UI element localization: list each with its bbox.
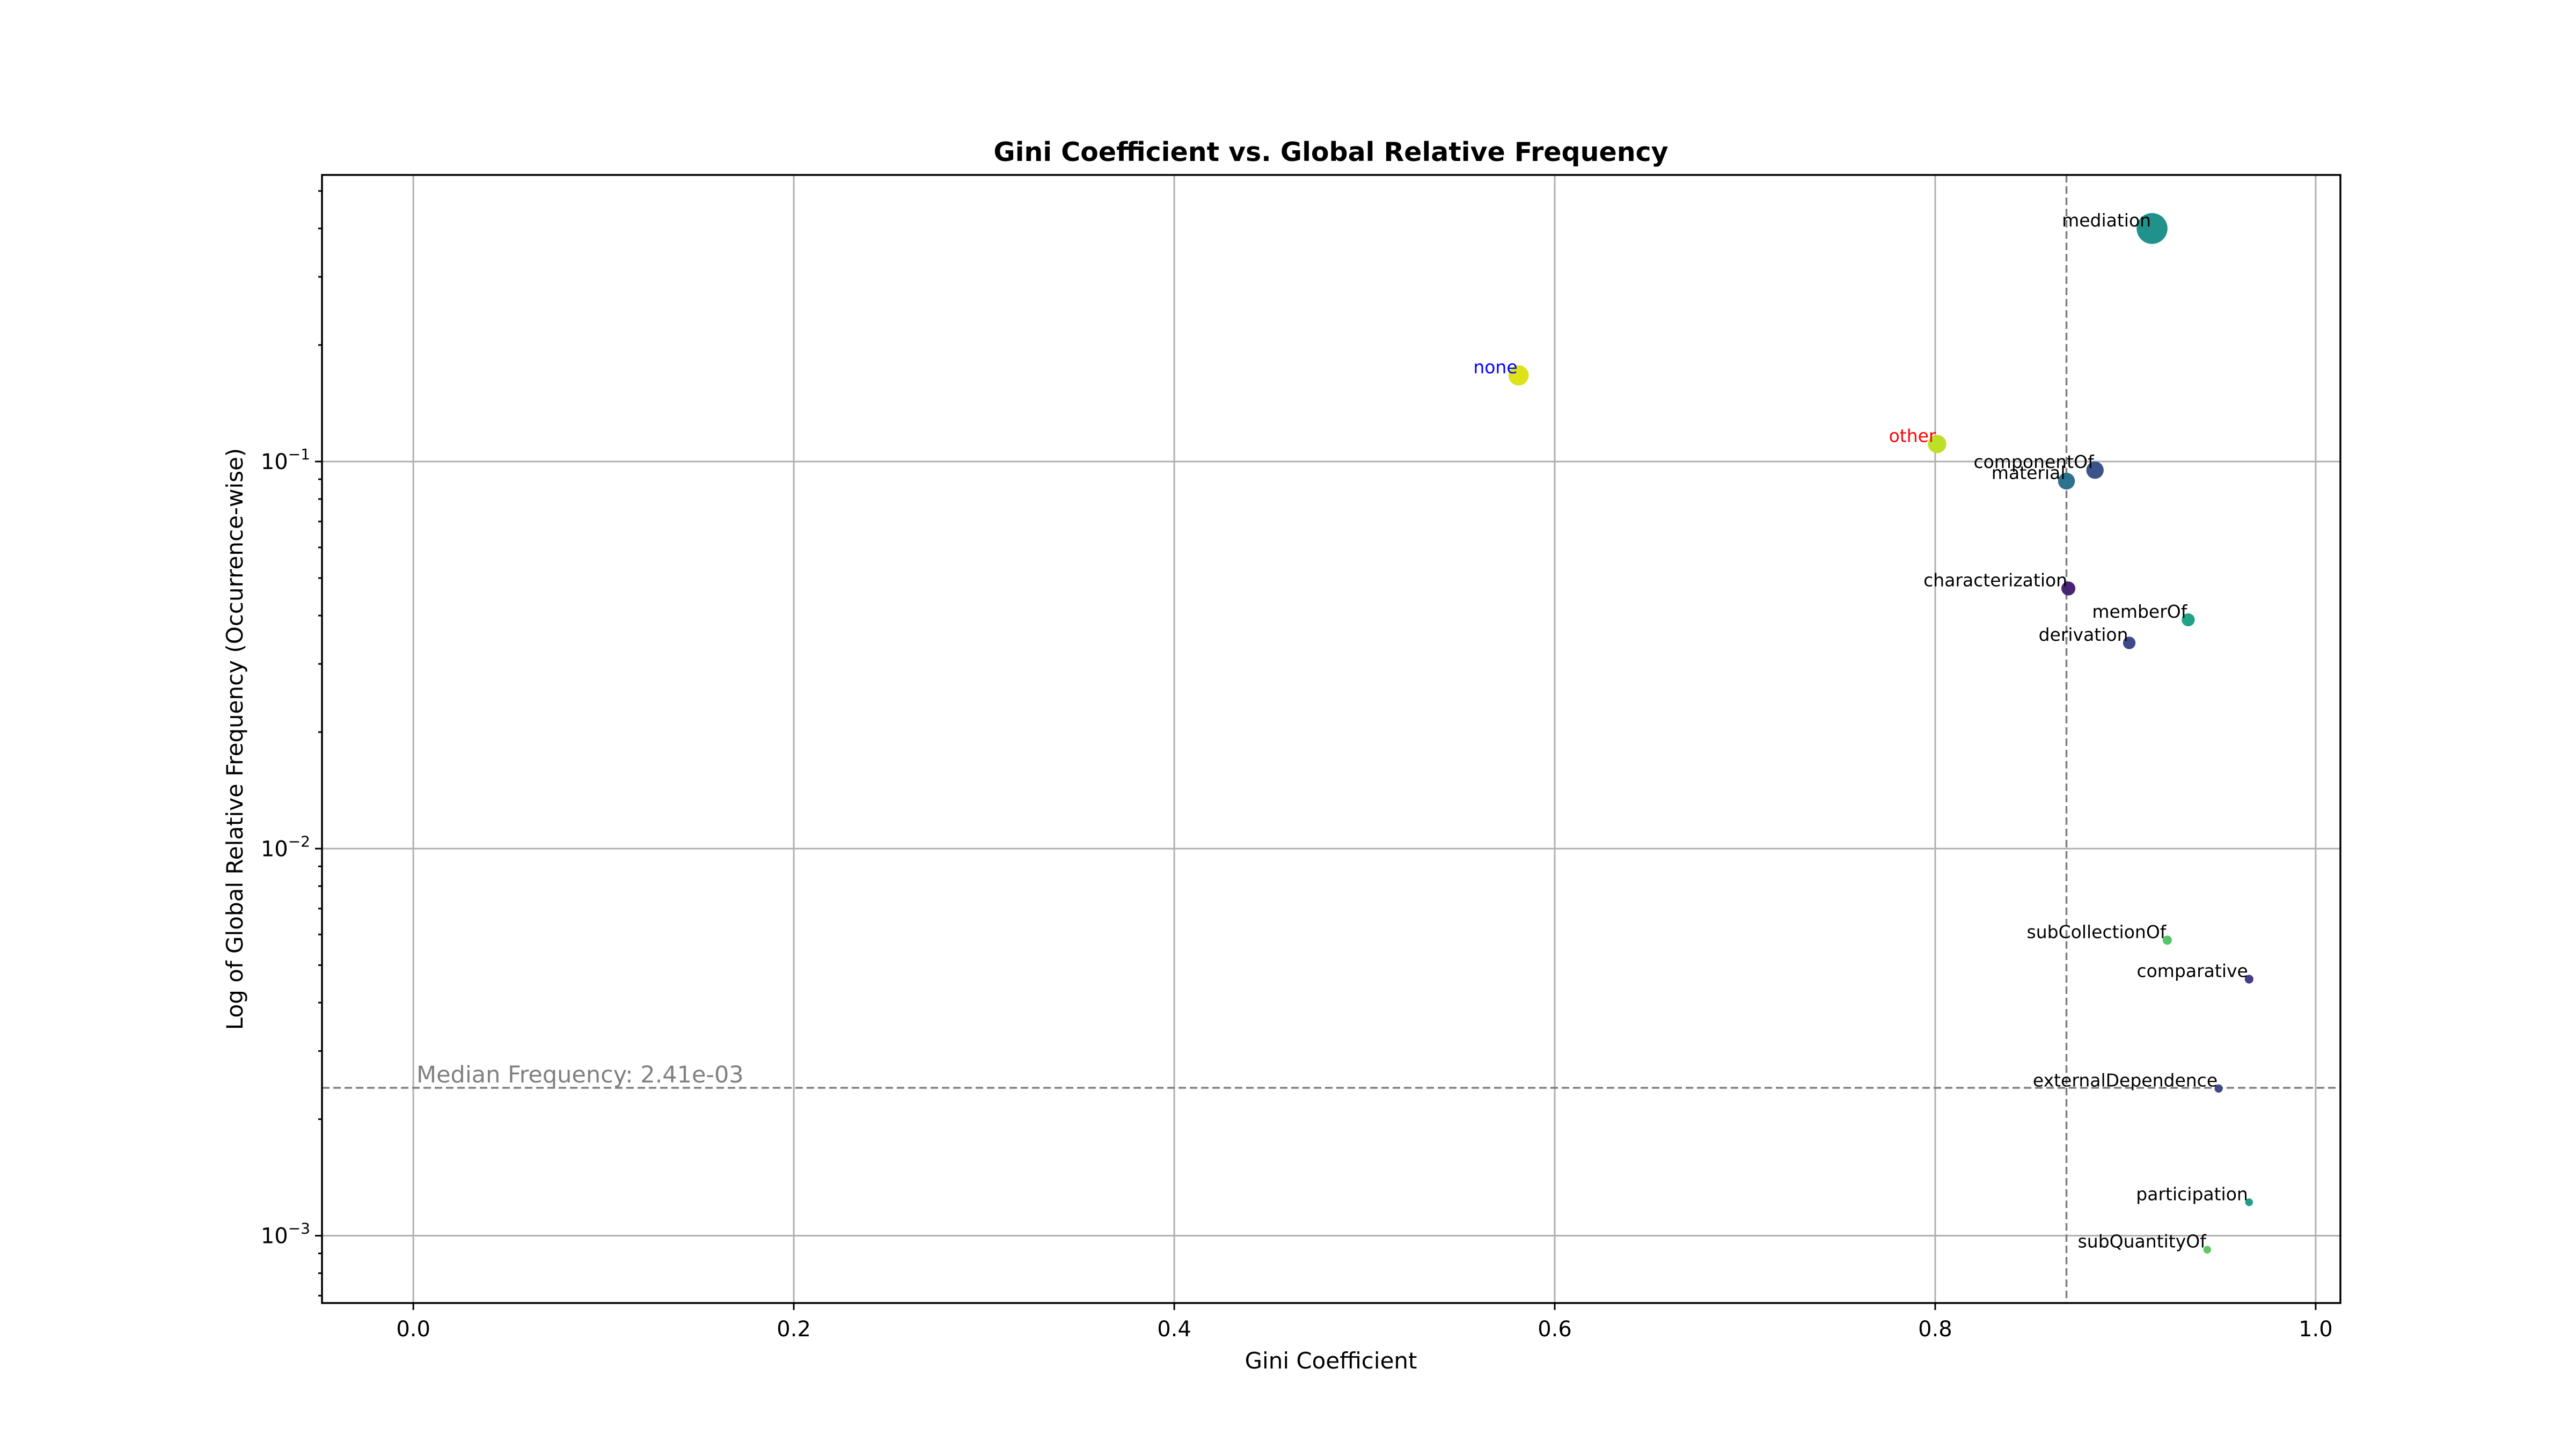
point-comparative [2244, 975, 2253, 984]
grid-lines [322, 175, 2340, 1303]
point-label-none: none [1473, 356, 1517, 377]
point-derivation [2123, 636, 2136, 649]
point-material [2058, 472, 2075, 490]
plot-frame [321, 174, 2341, 1304]
point-externalDependence [2214, 1084, 2223, 1093]
point-subCollectionOf [2162, 935, 2172, 945]
point-participation [2245, 1198, 2253, 1206]
x-tick-label: 0.4 [1157, 1317, 1191, 1342]
point-mediation [2136, 213, 2168, 244]
x-tick-label: 0.8 [1918, 1317, 1952, 1342]
point-label-subQuantityOf: subQuantityOf [2078, 1231, 2207, 1252]
median-frequency-label: Median Frequency: 2.41e-03 [416, 1062, 744, 1088]
y-tick-label: 10−3 [261, 1220, 310, 1249]
point-none [1508, 365, 1529, 386]
chart-title: Gini Coefficient vs. Global Relative Fre… [993, 137, 1668, 167]
point-other [1928, 435, 1946, 453]
y-tick-label: 10−1 [261, 445, 310, 474]
x-tick-label: 0.6 [1538, 1317, 1572, 1342]
point-label-comparative: comparative [2136, 961, 2248, 982]
point-label-externalDependence: externalDependence [2033, 1070, 2218, 1091]
point-componentOf [2086, 461, 2104, 479]
point-label-memberOf: memberOf [2092, 601, 2187, 622]
x-tick-label: 1.0 [2299, 1317, 2333, 1342]
point-label-componentOf: componentOf [1973, 451, 2095, 472]
point-characterization [2061, 581, 2076, 596]
y-axis-label: Log of Global Relative Frequency (Occurr… [222, 448, 248, 1030]
point-label-other: other [1889, 425, 1936, 446]
point-label-material: material [1992, 463, 2066, 484]
point-label-subCollectionOf: subCollectionOf [2027, 921, 2167, 942]
point-memberOf [2182, 613, 2195, 627]
axis-ticks: 0.0 0.2 0.4 0.6 0.8 1.0 10−3 10−2 10−1 [261, 190, 2333, 1342]
point-label-mediation: mediation [2062, 210, 2151, 231]
reference-lines [322, 175, 2340, 1303]
point-label-participation: participation [2136, 1183, 2248, 1204]
point-label-derivation: derivation [2039, 624, 2128, 645]
y-tick-label: 10−2 [261, 832, 310, 861]
point-label-characterization: characterization [1923, 570, 2067, 591]
x-axis-label: Gini Coefficient [1245, 1348, 1417, 1374]
x-tick-label: 0.0 [396, 1317, 430, 1342]
x-tick-label: 0.2 [777, 1317, 811, 1342]
point-subQuantityOf [2203, 1246, 2212, 1254]
